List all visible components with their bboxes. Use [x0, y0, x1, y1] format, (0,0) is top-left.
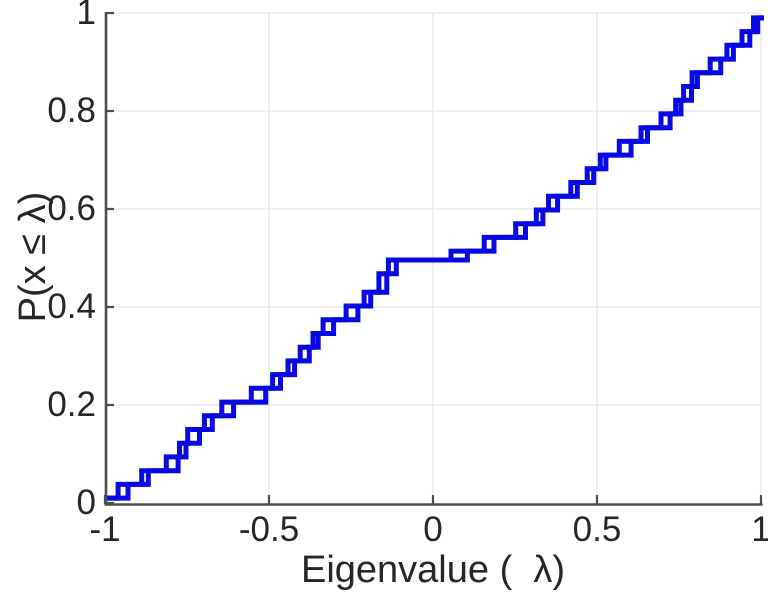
- y-tick-label: 0.4: [47, 287, 96, 326]
- y-tick-label: 0: [76, 483, 96, 522]
- empirical-cdf-2-step-line: [105, 15, 764, 501]
- y-tick-label: 0.8: [47, 91, 96, 130]
- x-tick-label: -0.5: [238, 510, 300, 549]
- x-tick-label: 0.5: [572, 510, 622, 549]
- y-axis-label: P(x ≤ λ): [12, 191, 54, 323]
- x-tick-label: -1: [89, 510, 121, 549]
- x-axis-label: Eigenvalue ( λ): [300, 549, 565, 591]
- x-tick-label: 1: [751, 510, 768, 549]
- y-tick-label: 0.2: [47, 385, 96, 424]
- x-tick-label: 0: [423, 510, 443, 549]
- y-tick-label: 1: [76, 0, 96, 32]
- y-tick-label: 0.6: [47, 189, 96, 228]
